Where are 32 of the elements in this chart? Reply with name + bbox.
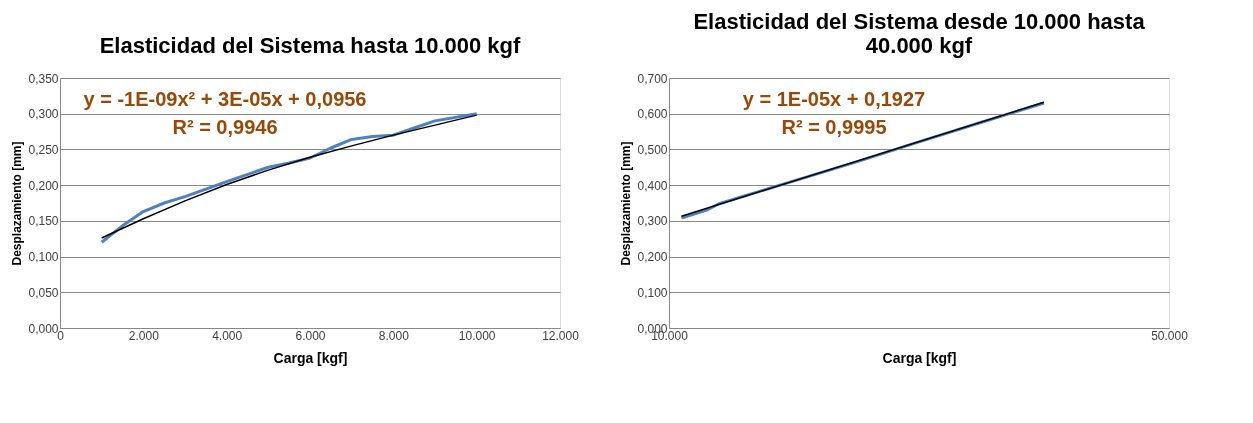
x-tick-label: 50.000 [1151, 328, 1189, 343]
x-tick-label: 2.000 [128, 328, 160, 343]
y-axis-title: Desplazamiento [mm] [10, 141, 25, 266]
y-tick-label: 0,400 [637, 178, 668, 193]
x-axis-title: Carga [kgf] [882, 349, 957, 366]
y-tick-label: 0,250 [28, 142, 59, 157]
y-tick-label: 0,600 [637, 107, 668, 122]
y-tick-label: 0,100 [637, 285, 668, 300]
y-tick-label: 0,300 [637, 214, 668, 229]
y-tick-label: 0,200 [637, 250, 668, 265]
chart-title: Elasticidad del Sistema desde 10.000 hasta 40.000 kgf [693, 9, 1146, 58]
annotation: R² = 0,9995 [781, 116, 887, 138]
x-tick-label: 4.000 [212, 328, 243, 343]
y-tick-label: 0,700 [637, 71, 668, 86]
annotation: y = 1E-05x + 0,1927 [742, 88, 926, 110]
x-tick-label: 6.000 [295, 328, 326, 343]
y-axis-title: Desplazamiento [mm] [619, 141, 634, 266]
y-tick-label: 0,150 [28, 214, 59, 229]
annotation: y = -1E-09x² + 3E-05x + 0,0956 [83, 88, 367, 110]
y-tick-label: 0,350 [28, 71, 59, 86]
chart-title: Elasticidad del Sistema hasta 10.000 kgf [99, 33, 521, 58]
y-tick-label: 0,200 [28, 178, 59, 193]
x-tick-label: 8.000 [378, 328, 410, 343]
y-tick-label: 0,100 [28, 250, 59, 265]
y-tick-label: 0,300 [28, 107, 59, 122]
y-tick-label: 0,050 [28, 285, 59, 300]
x-tick-label: 0 [57, 328, 65, 343]
x-tick-label: 12.000 [542, 328, 580, 343]
x-tick-label: 10.000 [458, 328, 496, 343]
x-axis-title: Carga [kgf] [273, 349, 348, 366]
y-tick-label: 0,500 [637, 142, 668, 157]
annotation: R² = 0,9946 [172, 116, 278, 138]
